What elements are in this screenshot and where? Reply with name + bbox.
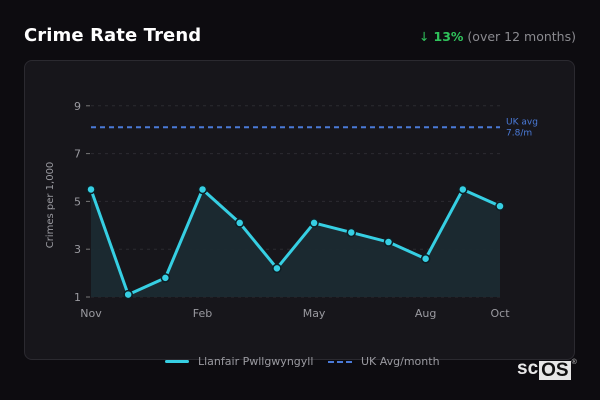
trend-percentage: 13% (433, 29, 464, 44)
trend-summary: ↓ 13% (over 12 months) (419, 29, 576, 44)
y-tick-label: 5 (74, 195, 81, 208)
x-tick-label: May (303, 307, 326, 320)
legend-label: Llanfair Pwllgwyngyll (198, 355, 314, 368)
logo-prefix: sc (517, 358, 539, 379)
data-point[interactable] (160, 273, 171, 283)
legend-item-llanfair[interactable]: Llanfair Pwllgwyngyll (165, 355, 313, 368)
y-tick-label: 9 (74, 100, 81, 113)
data-point[interactable] (123, 289, 133, 300)
data-point[interactable] (86, 184, 96, 195)
y-tick-label: 3 (74, 243, 81, 256)
data-point[interactable] (458, 184, 468, 195)
legend-label: UK Avg/month (361, 355, 440, 368)
x-tick-label: Feb (193, 307, 212, 320)
data-point[interactable] (309, 218, 319, 228)
crime-rate-line (89, 187, 501, 297)
data-point[interactable] (346, 227, 357, 238)
legend-item-uk-avg[interactable]: UK Avg/month (328, 355, 440, 368)
y-axis-label: Crimes per 1,000 (45, 162, 56, 249)
data-point[interactable] (383, 237, 394, 247)
logo-box: OS (539, 360, 571, 381)
data-point[interactable] (197, 184, 208, 195)
scos-logo: sc OS ® (517, 358, 577, 380)
data-point[interactable] (272, 263, 282, 274)
x-tick-label: Nov (80, 307, 102, 320)
data-point[interactable] (495, 201, 505, 211)
legend-solid-line-icon (165, 360, 189, 363)
legend-dashed-line-icon (328, 360, 352, 363)
x-tick-label: Aug (415, 307, 436, 320)
trend-period: (over 12 months) (467, 29, 576, 44)
data-point[interactable] (420, 254, 431, 264)
chart-title: Crime Rate Trend (24, 25, 202, 46)
registered-mark: ® (571, 359, 577, 366)
chart-legend: Llanfair Pwllgwyngyll UK Avg/month (0, 352, 600, 372)
trend-down-arrow-icon: ↓ (419, 29, 430, 44)
y-tick-label: 1 (74, 291, 81, 304)
y-tick-label: 7 (74, 148, 81, 161)
data-point[interactable] (234, 218, 245, 228)
uk-average-annotation: UK avg (506, 117, 538, 127)
uk-average-annotation-value: 7.8/m (506, 128, 532, 138)
area-fill (91, 189, 500, 297)
x-tick-label: Oct (490, 307, 510, 320)
